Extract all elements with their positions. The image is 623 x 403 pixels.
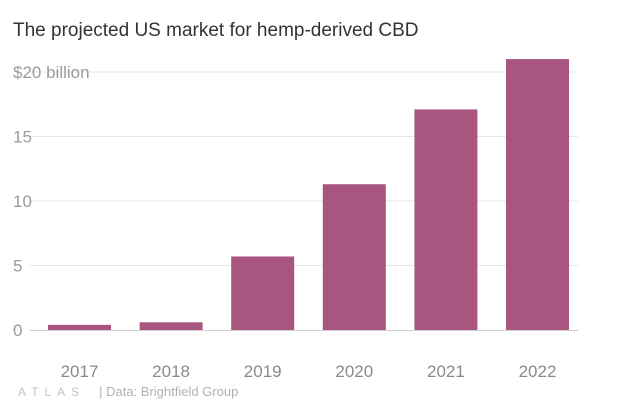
x-tick-label: 2022 [519, 362, 557, 381]
data-source: | Data: Brightfield Group [99, 384, 239, 399]
x-tick-label: 2019 [244, 362, 282, 381]
bars [48, 59, 569, 330]
bar-2021 [414, 109, 478, 330]
bar-2019 [231, 256, 295, 330]
y-tick-label: 0 [13, 321, 22, 340]
y-axis-ticks: 0 5 10 15 $20 billion [13, 63, 90, 340]
x-axis-ticks: 2017 2018 2019 2020 2021 2022 [61, 362, 557, 381]
y-tick-label: $20 billion [13, 63, 90, 82]
bar-2020 [322, 184, 386, 330]
bar-2018 [139, 322, 203, 330]
y-tick-label: 5 [13, 257, 22, 276]
atlas-logo: ATLAS [18, 385, 86, 399]
grid-lines [30, 71, 578, 266]
x-tick-label: 2018 [152, 362, 190, 381]
y-tick-label: 10 [13, 192, 32, 211]
y-tick-label: 15 [13, 128, 32, 147]
chart-title: The projected US market for hemp-derived… [13, 20, 419, 41]
x-tick-label: 2021 [427, 362, 465, 381]
bar-2017 [48, 324, 111, 330]
x-tick-label: 2017 [61, 362, 99, 381]
x-tick-label: 2020 [335, 362, 373, 381]
bar-2022 [506, 59, 569, 330]
chart-footer: ATLAS | Data: Brightfield Group [18, 384, 238, 399]
